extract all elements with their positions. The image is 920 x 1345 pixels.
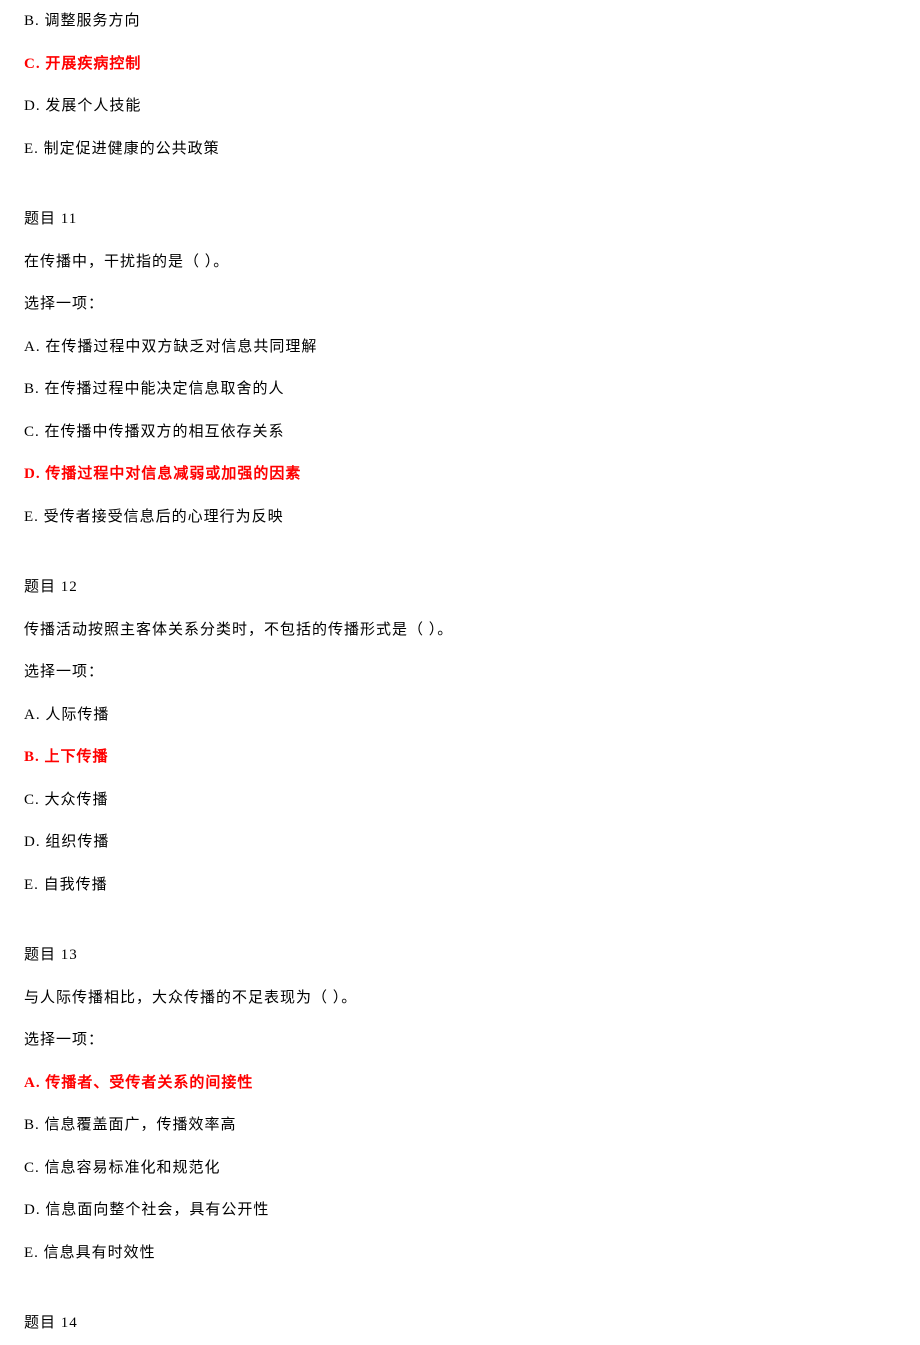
option-b: B. 在传播过程中能决定信息取舍的人: [24, 378, 896, 401]
question-12-header: 题目 12: [24, 576, 896, 599]
option-e: E. 自我传播: [24, 874, 896, 897]
option-d: D. 组织传播: [24, 831, 896, 854]
option-d-correct: D. 传播过程中对信息减弱或加强的因素: [24, 463, 896, 486]
question-13-header: 题目 13: [24, 944, 896, 967]
question-12-text: 传播活动按照主客体关系分类时，不包括的传播形式是（ ）。: [24, 619, 896, 642]
option-c: C. 在传播中传播双方的相互依存关系: [24, 421, 896, 444]
question-11-header: 题目 11: [24, 208, 896, 231]
option-a-correct: A. 传播者、受传者关系的间接性: [24, 1072, 896, 1095]
choose-label: 选择一项：: [24, 661, 896, 684]
option-c: C. 信息容易标准化和规范化: [24, 1157, 896, 1180]
option-b: B. 信息覆盖面广，传播效率高: [24, 1114, 896, 1137]
option-d: D. 信息面向整个社会，具有公开性: [24, 1199, 896, 1222]
option-a: A. 在传播过程中双方缺乏对信息共同理解: [24, 336, 896, 359]
option-a: A. 人际传播: [24, 704, 896, 727]
option-d: D. 发展个人技能: [24, 95, 896, 118]
choose-label: 选择一项：: [24, 293, 896, 316]
option-b-correct: B. 上下传播: [24, 746, 896, 769]
choose-label: 选择一项：: [24, 1029, 896, 1052]
question-13-text: 与人际传播相比，大众传播的不足表现为（ ）。: [24, 987, 896, 1010]
option-c: C. 大众传播: [24, 789, 896, 812]
question-11-text: 在传播中，干扰指的是（ ）。: [24, 251, 896, 274]
option-e: E. 受传者接受信息后的心理行为反映: [24, 506, 896, 529]
option-c-correct: C. 开展疾病控制: [24, 53, 896, 76]
option-b: B. 调整服务方向: [24, 10, 896, 33]
option-e: E. 信息具有时效性: [24, 1242, 896, 1265]
question-14-header: 题目 14: [24, 1312, 896, 1335]
option-e: E. 制定促进健康的公共政策: [24, 138, 896, 161]
